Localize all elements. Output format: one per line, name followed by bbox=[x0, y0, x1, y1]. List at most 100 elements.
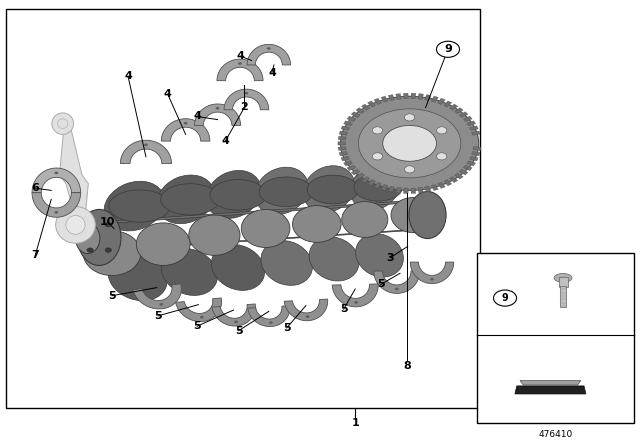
Polygon shape bbox=[467, 121, 476, 126]
Polygon shape bbox=[332, 284, 378, 307]
Polygon shape bbox=[344, 121, 353, 126]
Text: 4: 4 bbox=[221, 136, 229, 146]
Circle shape bbox=[372, 153, 383, 160]
Text: 4: 4 bbox=[164, 89, 172, 99]
Ellipse shape bbox=[409, 192, 446, 238]
Ellipse shape bbox=[303, 166, 355, 212]
Text: 5: 5 bbox=[377, 280, 385, 289]
Ellipse shape bbox=[52, 113, 74, 134]
Polygon shape bbox=[472, 151, 480, 156]
Polygon shape bbox=[32, 168, 81, 193]
Polygon shape bbox=[463, 165, 472, 171]
Circle shape bbox=[430, 278, 434, 280]
Circle shape bbox=[404, 114, 415, 121]
Polygon shape bbox=[425, 95, 431, 101]
Ellipse shape bbox=[255, 167, 308, 215]
Ellipse shape bbox=[206, 170, 261, 219]
Polygon shape bbox=[472, 131, 480, 135]
Polygon shape bbox=[460, 112, 468, 117]
Circle shape bbox=[436, 127, 447, 134]
Circle shape bbox=[436, 41, 460, 57]
Text: 8: 8 bbox=[403, 361, 411, 371]
Circle shape bbox=[372, 127, 383, 134]
Polygon shape bbox=[418, 187, 424, 193]
Polygon shape bbox=[217, 59, 263, 81]
Text: 5: 5 bbox=[340, 304, 348, 314]
Circle shape bbox=[269, 321, 273, 324]
Polygon shape bbox=[460, 169, 468, 175]
Circle shape bbox=[87, 248, 93, 252]
Text: 6: 6 bbox=[31, 183, 39, 193]
Circle shape bbox=[54, 172, 58, 174]
Polygon shape bbox=[362, 177, 370, 183]
Polygon shape bbox=[411, 188, 416, 194]
Text: 3: 3 bbox=[387, 253, 394, 263]
Circle shape bbox=[267, 47, 271, 50]
Polygon shape bbox=[467, 161, 476, 166]
Circle shape bbox=[184, 122, 188, 125]
Polygon shape bbox=[32, 193, 81, 217]
Circle shape bbox=[244, 92, 248, 95]
Text: 5: 5 bbox=[108, 291, 116, 301]
Polygon shape bbox=[374, 182, 381, 189]
Ellipse shape bbox=[76, 223, 100, 254]
Polygon shape bbox=[470, 126, 478, 130]
Polygon shape bbox=[396, 94, 401, 99]
Polygon shape bbox=[381, 185, 388, 190]
Ellipse shape bbox=[307, 175, 358, 204]
Ellipse shape bbox=[261, 241, 312, 285]
Ellipse shape bbox=[241, 210, 290, 247]
Polygon shape bbox=[431, 185, 438, 190]
Polygon shape bbox=[410, 262, 454, 284]
Circle shape bbox=[200, 316, 204, 319]
Polygon shape bbox=[341, 126, 349, 130]
Polygon shape bbox=[454, 108, 463, 114]
Text: 5: 5 bbox=[235, 326, 243, 336]
Ellipse shape bbox=[292, 206, 341, 242]
Ellipse shape bbox=[358, 109, 461, 178]
Polygon shape bbox=[284, 299, 328, 321]
Polygon shape bbox=[175, 298, 221, 322]
Ellipse shape bbox=[554, 273, 572, 282]
Polygon shape bbox=[418, 94, 424, 99]
Polygon shape bbox=[356, 108, 365, 114]
Text: 5: 5 bbox=[283, 323, 291, 333]
Circle shape bbox=[395, 288, 399, 290]
Circle shape bbox=[493, 290, 516, 306]
Text: 9: 9 bbox=[444, 44, 452, 54]
Ellipse shape bbox=[108, 253, 167, 301]
Polygon shape bbox=[403, 93, 408, 99]
Polygon shape bbox=[351, 112, 360, 117]
Text: 7: 7 bbox=[31, 250, 39, 260]
Ellipse shape bbox=[83, 231, 141, 276]
Polygon shape bbox=[473, 147, 481, 151]
Polygon shape bbox=[339, 151, 348, 156]
Polygon shape bbox=[520, 380, 581, 385]
Circle shape bbox=[354, 301, 358, 304]
Text: 4: 4 bbox=[193, 112, 201, 121]
Circle shape bbox=[87, 223, 93, 227]
Polygon shape bbox=[388, 186, 394, 192]
Ellipse shape bbox=[161, 249, 218, 295]
Polygon shape bbox=[195, 104, 241, 125]
Text: 4: 4 bbox=[236, 51, 244, 61]
Ellipse shape bbox=[391, 198, 435, 233]
Circle shape bbox=[54, 211, 58, 214]
Polygon shape bbox=[347, 116, 356, 121]
Polygon shape bbox=[367, 180, 376, 186]
Polygon shape bbox=[362, 104, 370, 110]
Polygon shape bbox=[161, 119, 210, 141]
Polygon shape bbox=[367, 101, 376, 107]
Ellipse shape bbox=[340, 96, 479, 190]
Polygon shape bbox=[339, 131, 348, 135]
Ellipse shape bbox=[356, 234, 403, 277]
Circle shape bbox=[306, 315, 310, 318]
Polygon shape bbox=[338, 147, 346, 151]
Circle shape bbox=[238, 62, 242, 65]
Text: 9: 9 bbox=[502, 293, 508, 303]
Polygon shape bbox=[454, 173, 463, 179]
Text: 4: 4 bbox=[124, 71, 132, 81]
Ellipse shape bbox=[104, 181, 164, 231]
Text: 2: 2 bbox=[241, 102, 248, 112]
Ellipse shape bbox=[161, 184, 220, 215]
